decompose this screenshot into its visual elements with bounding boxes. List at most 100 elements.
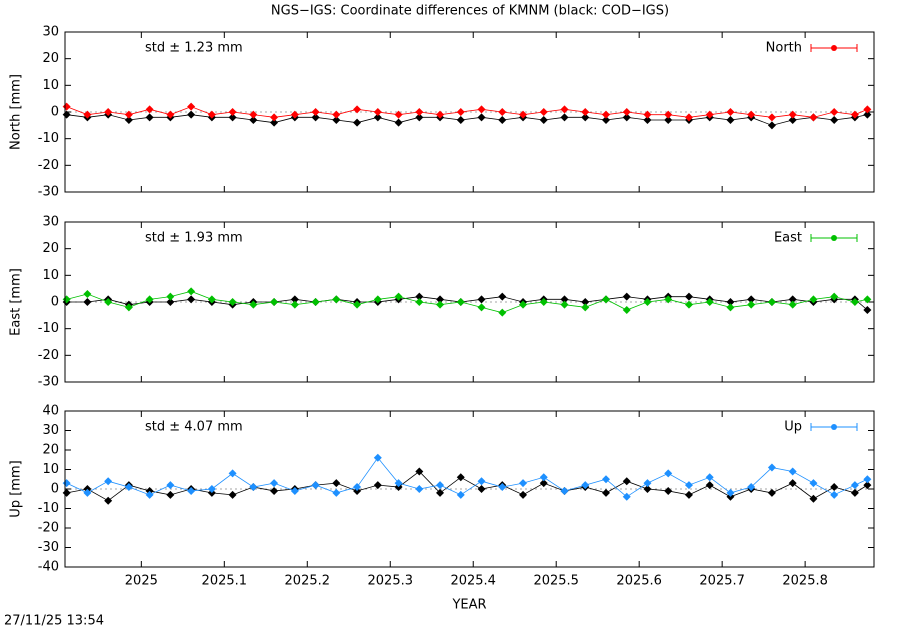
data-point bbox=[684, 113, 693, 122]
data-point bbox=[436, 481, 445, 490]
data-point bbox=[767, 463, 776, 472]
data-point bbox=[747, 483, 756, 492]
data-point bbox=[830, 483, 839, 492]
plot-frame bbox=[64, 410, 875, 568]
y-tick-label: -30 bbox=[38, 375, 59, 390]
data-point bbox=[353, 118, 362, 127]
data-point bbox=[373, 108, 382, 116]
data-point bbox=[539, 108, 548, 116]
data-point bbox=[104, 108, 113, 116]
data-point bbox=[124, 116, 133, 124]
data-point bbox=[373, 481, 382, 490]
data-point bbox=[332, 110, 341, 119]
data-point bbox=[456, 298, 465, 306]
legend-marker bbox=[831, 45, 837, 51]
data-point bbox=[228, 298, 237, 306]
data-point bbox=[863, 481, 872, 490]
data-point bbox=[747, 300, 756, 309]
data-point bbox=[747, 110, 756, 119]
data-point bbox=[104, 298, 113, 306]
data-point bbox=[850, 110, 859, 119]
data-point bbox=[187, 295, 196, 304]
legend-marker bbox=[831, 424, 837, 430]
data-point bbox=[394, 110, 403, 119]
x-tick-label: 2025.1 bbox=[202, 574, 248, 589]
series-line bbox=[66, 106, 868, 118]
data-point bbox=[643, 479, 652, 488]
series-line bbox=[66, 290, 868, 314]
data-point bbox=[477, 485, 486, 493]
data-point bbox=[863, 110, 872, 119]
data-point bbox=[622, 292, 631, 301]
data-point bbox=[456, 108, 465, 116]
x-tick-label: 2025.4 bbox=[450, 574, 496, 589]
x-tick-label: 2025.6 bbox=[616, 574, 662, 589]
x-tick-label: 2025.7 bbox=[699, 574, 745, 589]
data-point bbox=[477, 113, 486, 122]
data-point bbox=[436, 110, 445, 119]
y-tick-label: -20 bbox=[38, 348, 59, 363]
data-point bbox=[539, 116, 548, 124]
data-point bbox=[519, 300, 528, 309]
data-point bbox=[850, 298, 859, 306]
data-point bbox=[332, 479, 341, 488]
data-point bbox=[809, 494, 818, 503]
data-point bbox=[664, 110, 673, 119]
data-point bbox=[332, 295, 341, 304]
y-tick-label: 40 bbox=[42, 404, 59, 419]
data-point bbox=[290, 295, 299, 304]
data-point bbox=[664, 116, 673, 124]
data-point bbox=[601, 295, 610, 304]
data-point bbox=[436, 488, 445, 497]
data-point bbox=[456, 490, 465, 499]
data-point bbox=[145, 105, 154, 114]
x-tick-label: 2025.5 bbox=[533, 574, 579, 589]
timestamp: 27/11/25 13:54 bbox=[4, 614, 104, 629]
data-point bbox=[622, 492, 631, 501]
data-point bbox=[809, 479, 818, 488]
data-point bbox=[62, 488, 71, 497]
data-point bbox=[187, 486, 196, 495]
y-tick-label: 0 bbox=[51, 105, 59, 120]
data-point bbox=[601, 475, 610, 484]
series-line bbox=[66, 457, 868, 498]
data-point bbox=[477, 303, 486, 312]
data-point bbox=[83, 110, 92, 119]
data-point bbox=[187, 110, 196, 119]
data-point bbox=[788, 479, 797, 488]
legend-label: North bbox=[766, 41, 802, 56]
data-point bbox=[560, 300, 569, 309]
data-point bbox=[290, 110, 299, 119]
data-point bbox=[705, 110, 714, 119]
y-tick-label: 0 bbox=[51, 482, 59, 497]
data-point bbox=[415, 298, 424, 306]
x-tick-label: 2025 bbox=[125, 574, 158, 589]
data-point bbox=[788, 116, 797, 124]
data-point bbox=[643, 485, 652, 493]
plot-frame bbox=[64, 31, 875, 193]
data-point bbox=[863, 295, 872, 304]
x-tick-label: 2025.2 bbox=[285, 574, 331, 589]
data-point bbox=[124, 483, 133, 492]
data-point bbox=[539, 298, 548, 306]
data-point bbox=[830, 292, 839, 301]
data-point bbox=[684, 300, 693, 309]
y-axis-label: North [mm] bbox=[9, 74, 24, 150]
data-point bbox=[353, 105, 362, 114]
data-point bbox=[726, 488, 735, 497]
data-point bbox=[373, 453, 382, 462]
x-axis-label: YEAR bbox=[451, 598, 486, 613]
data-point bbox=[601, 488, 610, 497]
y-tick-label: 20 bbox=[42, 443, 59, 458]
data-point bbox=[207, 295, 216, 304]
data-point bbox=[788, 110, 797, 119]
std-annotation: std ± 1.93 mm bbox=[145, 231, 243, 246]
data-point bbox=[228, 490, 237, 499]
data-point bbox=[124, 303, 133, 312]
data-point bbox=[353, 483, 362, 492]
y-tick-label: 20 bbox=[42, 51, 59, 66]
data-point bbox=[311, 108, 320, 116]
std-annotation: std ± 4.07 mm bbox=[145, 420, 243, 435]
data-point bbox=[415, 113, 424, 122]
data-point bbox=[539, 473, 548, 482]
